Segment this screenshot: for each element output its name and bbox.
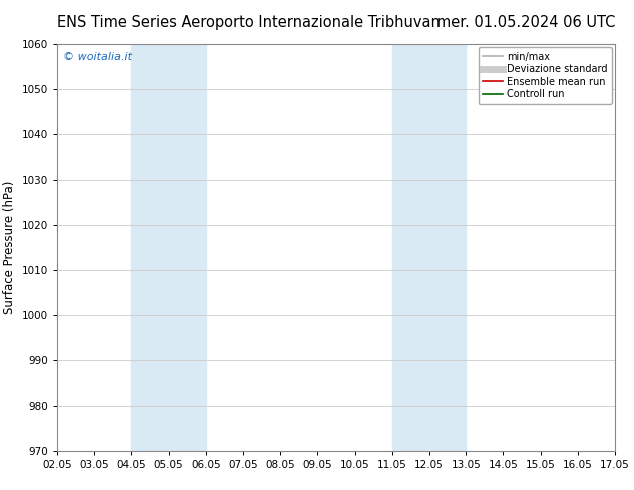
Bar (392, 44, 466, 451)
Text: © woitalia.it: © woitalia.it (63, 52, 132, 62)
Y-axis label: Surface Pressure (hPa): Surface Pressure (hPa) (3, 181, 16, 314)
Text: mer. 01.05.2024 06 UTC: mer. 01.05.2024 06 UTC (437, 15, 615, 30)
Text: ENS Time Series Aeroporto Internazionale Tribhuvan: ENS Time Series Aeroporto Internazionale… (57, 15, 440, 30)
Bar (131, 44, 206, 451)
Legend: min/max, Deviazione standard, Ensemble mean run, Controll run: min/max, Deviazione standard, Ensemble m… (479, 47, 612, 104)
